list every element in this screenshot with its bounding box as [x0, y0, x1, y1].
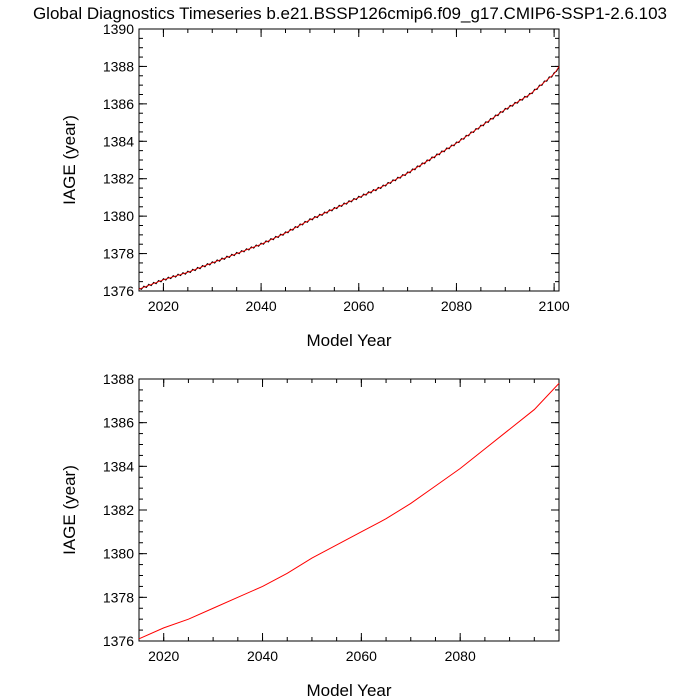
y-axis-label: IAGE (year) [60, 115, 79, 205]
x-tick-label: 2080 [441, 298, 472, 314]
y-tick-label: 1386 [103, 415, 134, 431]
x-tick-label: 2040 [247, 648, 278, 664]
y-tick-label: 1376 [103, 633, 134, 649]
y-tick-label: 1378 [103, 246, 134, 262]
x-tick-label: 2020 [148, 648, 179, 664]
y-tick-label: 1388 [103, 58, 134, 74]
y-tick-label: 1390 [103, 21, 134, 37]
x-tick-label: 2040 [246, 298, 277, 314]
y-tick-label: 1380 [103, 546, 134, 562]
plot-frame [138, 378, 560, 642]
y-tick-label: 1388 [103, 371, 134, 387]
x-axis-label: Model Year [306, 681, 391, 700]
series-line-monthly [138, 66, 560, 290]
y-tick-label: 1376 [103, 283, 134, 299]
y-tick-label: 1384 [103, 458, 134, 474]
x-tick-label: 2060 [343, 298, 374, 314]
y-tick-label: 1382 [103, 171, 134, 187]
top-panel: 1376 1378 1380 1382 1384 1386 1388 1390 2020 2040… [60, 21, 570, 350]
figure-title: Global Diagnostics Timeseries b.e21.BSSP… [33, 4, 667, 23]
y-tick-label: 1382 [103, 502, 134, 518]
y-axis-label: IAGE (year) [60, 465, 79, 555]
x-axis-label: Model Year [306, 331, 391, 350]
y-tick-label: 1384 [103, 133, 134, 149]
x-tick-label: 2060 [346, 648, 377, 664]
x-tick-label: 2080 [445, 648, 476, 664]
x-tick-label: 2020 [148, 298, 179, 314]
y-tick-label: 1380 [103, 208, 134, 224]
plot-frame [138, 28, 560, 292]
y-tick-label: 1378 [103, 589, 134, 605]
x-tick-label: 2100 [539, 298, 570, 314]
series-line-annual [138, 383, 560, 640]
bottom-panel: 1376 1378 1380 1382 1384 1386 1388 2020 2040 2060… [60, 371, 560, 700]
series-line-annual [138, 66, 560, 290]
y-tick-label: 1386 [103, 96, 134, 112]
